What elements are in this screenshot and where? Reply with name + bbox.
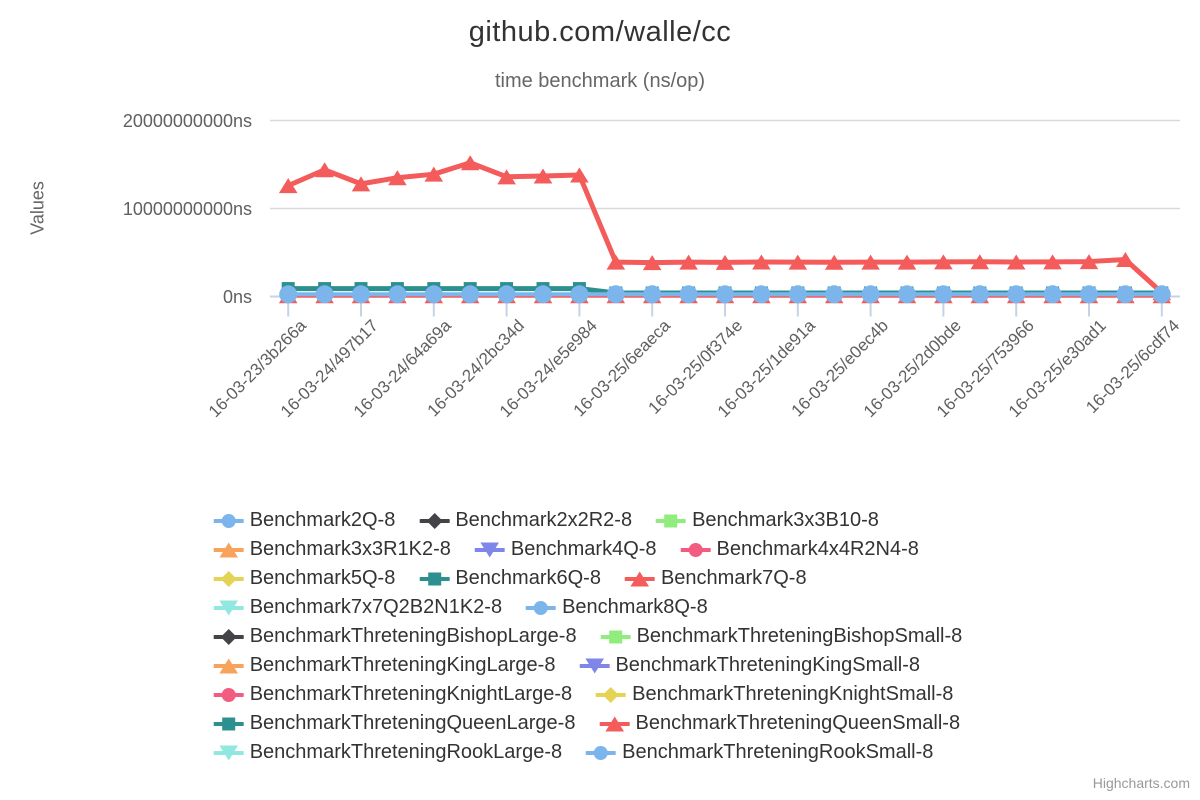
legend-row: BenchmarkThreteningQueenLarge-8 Benchmark… xyxy=(213,709,987,738)
legend-item-benchmarkthreteningqueensmall-8[interactable]: BenchmarkThreteningQueenSmall-8 xyxy=(599,712,960,735)
legend-row: Benchmark3x3R1K2-8 Benchmark4Q-8 Benchmark… xyxy=(213,535,987,564)
legend-item-label: BenchmarkThreteningRookLarge-8 xyxy=(249,741,563,763)
diamond-marker-icon xyxy=(213,570,244,587)
legend-item-benchmark6q-8[interactable]: Benchmark6Q-8 xyxy=(419,567,601,590)
square-marker-icon xyxy=(419,572,450,585)
diamond-marker-icon xyxy=(213,628,244,645)
legend-item-benchmark4x4r2n4-8[interactable]: Benchmark4x4R2N4-8 xyxy=(680,538,919,561)
circle-marker-icon xyxy=(213,687,244,702)
legend-item-label: BenchmarkThreteningRookSmall-8 xyxy=(622,741,934,763)
highcharts-credit-link[interactable]: Highcharts.com xyxy=(1092,775,1190,791)
legend-row: Benchmark7x7Q2B2N1K2-8 Benchmark8Q-8 xyxy=(213,593,987,622)
legend-item-label: BenchmarkThreteningKnightLarge-8 xyxy=(249,683,573,705)
legend: Benchmark2Q-8 Benchmark2x2R2-8 Benchmark3x… xyxy=(213,506,987,767)
triangle-marker-icon xyxy=(624,571,655,586)
circle-marker-icon xyxy=(213,513,244,528)
legend-item-benchmark4q-8[interactable]: Benchmark4Q-8 xyxy=(474,538,657,561)
y-axis-label: 20000000000ns xyxy=(122,110,252,131)
legend-item-label: Benchmark2Q-8 xyxy=(249,509,396,531)
legend-item-benchmark8q-8[interactable]: Benchmark8Q-8 xyxy=(526,596,708,619)
legend-item-benchmark7q-8[interactable]: Benchmark7Q-8 xyxy=(624,567,807,590)
triangle-down-marker-icon xyxy=(213,600,244,615)
legend-item-label: BenchmarkThreteningBishopSmall-8 xyxy=(636,625,963,647)
chart-subtitle: time benchmark (ns/op) xyxy=(494,70,706,92)
legend-row: BenchmarkThreteningKnightLarge-8 Benchmar… xyxy=(213,680,987,709)
circle-marker-icon xyxy=(586,745,617,760)
legend-item-benchmarkthreteningbishoplarge-8[interactable]: BenchmarkThreteningBishopLarge-8 xyxy=(213,625,577,648)
legend-item-benchmark2q-8[interactable]: Benchmark2Q-8 xyxy=(213,509,396,532)
legend-row: BenchmarkThreteningKingLarge-8 BenchmarkT… xyxy=(213,651,987,680)
legend-item-label: Benchmark7x7Q2B2N1K2-8 xyxy=(249,596,503,618)
plot-area xyxy=(270,119,1180,317)
legend-item-benchmark7x7q2b2n1k2-8[interactable]: Benchmark7x7Q2B2N1K2-8 xyxy=(213,596,503,619)
series-benchmark8q-8 xyxy=(279,285,1171,304)
triangle-down-marker-icon xyxy=(579,658,610,673)
legend-item-label: Benchmark5Q-8 xyxy=(249,567,396,589)
triangle-marker-icon xyxy=(213,658,244,673)
circle-marker-icon xyxy=(680,542,711,557)
legend-item-benchmark5q-8[interactable]: Benchmark5Q-8 xyxy=(213,567,396,590)
legend-item-benchmarkthreteningrooklarge-8[interactable]: BenchmarkThreteningRookLarge-8 xyxy=(213,741,563,764)
triangle-down-marker-icon xyxy=(213,745,244,760)
legend-item-benchmarkthreteningrooksmall-8[interactable]: BenchmarkThreteningRookSmall-8 xyxy=(586,741,933,764)
legend-item-benchmark2x2r2-8[interactable]: Benchmark2x2R2-8 xyxy=(419,509,632,532)
triangle-down-marker-icon xyxy=(474,542,505,557)
legend-item-label: Benchmark3x3B10-8 xyxy=(692,509,879,531)
y-axis-label: 0ns xyxy=(222,286,252,307)
legend-item-benchmark3x3b10-8[interactable]: Benchmark3x3B10-8 xyxy=(656,509,879,532)
legend-row: Benchmark2Q-8 Benchmark2x2R2-8 Benchmark3x… xyxy=(213,506,987,535)
legend-item-label: Benchmark2x2R2-8 xyxy=(455,509,633,531)
legend-item-benchmarkthreteningkingsmall-8[interactable]: BenchmarkThreteningKingSmall-8 xyxy=(579,654,920,677)
legend-item-label: Benchmark3x3R1K2-8 xyxy=(249,538,451,560)
legend-item-benchmark3x3r1k2-8[interactable]: Benchmark3x3R1K2-8 xyxy=(213,538,451,561)
legend-item-label: BenchmarkThreteningQueenSmall-8 xyxy=(635,712,961,734)
diamond-marker-icon xyxy=(596,686,627,703)
legend-row: BenchmarkThreteningRookLarge-8 BenchmarkT… xyxy=(213,738,987,767)
legend-item-label: Benchmark6Q-8 xyxy=(455,567,601,589)
legend-row: BenchmarkThreteningBishopLarge-8 Benchmar… xyxy=(213,622,987,651)
legend-item-benchmarkthreteningkinglarge-8[interactable]: BenchmarkThreteningKingLarge-8 xyxy=(213,654,556,677)
legend-item-benchmarkthreteningknightlarge-8[interactable]: BenchmarkThreteningKnightLarge-8 xyxy=(213,683,573,706)
legend-item-label: BenchmarkThreteningKnightSmall-8 xyxy=(632,683,954,705)
legend-item-benchmarkthreteningknightsmall-8[interactable]: BenchmarkThreteningKnightSmall-8 xyxy=(596,683,953,706)
triangle-marker-icon xyxy=(213,542,244,557)
legend-item-label: BenchmarkThreteningBishopLarge-8 xyxy=(249,625,577,647)
legend-item-label: Benchmark7Q-8 xyxy=(660,567,807,589)
series-benchmark7q-8 xyxy=(278,155,1172,301)
legend-item-label: BenchmarkThreteningQueenLarge-8 xyxy=(249,712,576,734)
legend-item-label: BenchmarkThreteningKingSmall-8 xyxy=(615,654,921,676)
triangle-marker-icon xyxy=(599,716,630,731)
legend-item-label: Benchmark4Q-8 xyxy=(510,538,657,560)
chart-title: github.com/walle/cc xyxy=(468,16,732,48)
legend-item-label: Benchmark8Q-8 xyxy=(562,596,708,618)
square-marker-icon xyxy=(213,717,244,730)
legend-row: Benchmark5Q-8 Benchmark6Q-8 Benchmark7Q-8 xyxy=(213,564,987,593)
legend-item-label: BenchmarkThreteningKingLarge-8 xyxy=(249,654,556,676)
legend-item-benchmarkthreteningqueenlarge-8[interactable]: BenchmarkThreteningQueenLarge-8 xyxy=(213,712,576,735)
diamond-marker-icon xyxy=(419,512,450,529)
square-marker-icon xyxy=(600,630,631,643)
grid-lines xyxy=(270,119,1180,210)
y-axis-label: 10000000000ns xyxy=(122,198,252,219)
square-marker-icon xyxy=(656,514,687,527)
legend-item-label: Benchmark4x4R2N4-8 xyxy=(716,538,919,560)
legend-item-benchmarkthreteningbishopsmall-8[interactable]: BenchmarkThreteningBishopSmall-8 xyxy=(600,625,963,648)
circle-marker-icon xyxy=(526,600,557,615)
